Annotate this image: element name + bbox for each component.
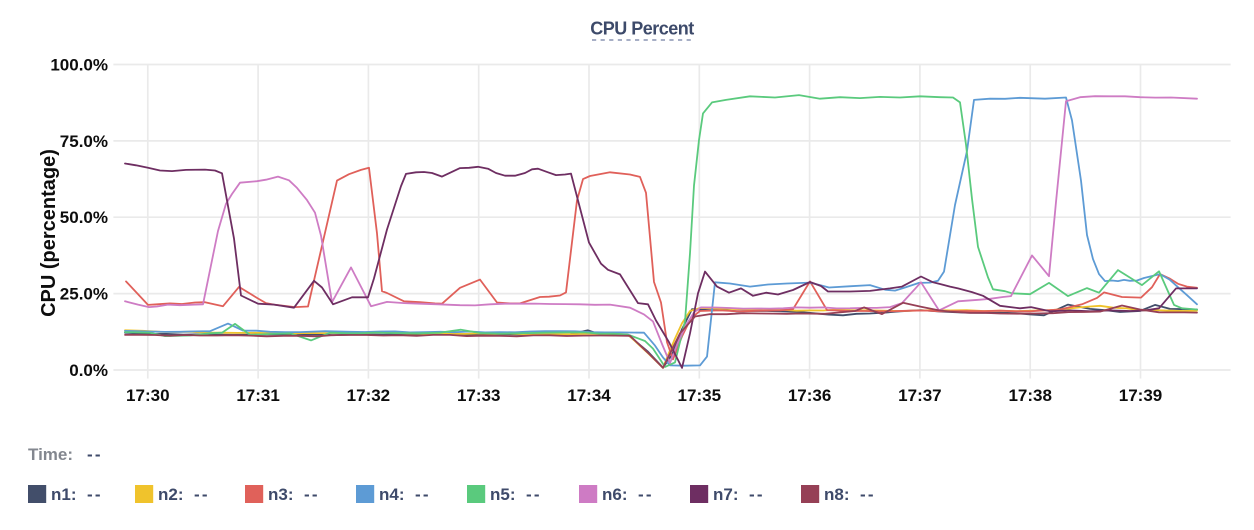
svg-text:n1:: n1: xyxy=(51,485,77,504)
svg-text:0.0%: 0.0% xyxy=(69,361,108,380)
svg-text:--: -- xyxy=(304,485,320,504)
svg-text:17:35: 17:35 xyxy=(678,386,721,405)
svg-text:17:37: 17:37 xyxy=(898,386,941,405)
svg-text:CPU (percentage): CPU (percentage) xyxy=(38,149,60,317)
svg-text:--: -- xyxy=(194,485,210,504)
svg-text:--: -- xyxy=(638,485,654,504)
svg-text:17:34: 17:34 xyxy=(567,386,611,405)
svg-text:n3:: n3: xyxy=(268,485,294,504)
svg-text:--: -- xyxy=(526,485,542,504)
svg-text:17:31: 17:31 xyxy=(236,386,279,405)
svg-text:100.0%: 100.0% xyxy=(50,56,108,75)
svg-text:--: -- xyxy=(87,445,103,464)
svg-text:n6:: n6: xyxy=(602,485,628,504)
svg-text:Time:: Time: xyxy=(28,445,73,464)
svg-text:17:33: 17:33 xyxy=(457,386,500,405)
svg-text:17:36: 17:36 xyxy=(788,386,831,405)
svg-text:--: -- xyxy=(415,485,431,504)
svg-text:75.0%: 75.0% xyxy=(60,132,108,151)
svg-text:17:38: 17:38 xyxy=(1008,386,1051,405)
svg-text:n7:: n7: xyxy=(713,485,739,504)
svg-text:n2:: n2: xyxy=(158,485,184,504)
svg-text:17:39: 17:39 xyxy=(1119,386,1162,405)
svg-text:50.0%: 50.0% xyxy=(60,208,108,227)
svg-text:n4:: n4: xyxy=(379,485,405,504)
svg-text:--: -- xyxy=(87,485,103,504)
svg-text:17:30: 17:30 xyxy=(126,386,169,405)
svg-text:--: -- xyxy=(860,485,876,504)
svg-text:--: -- xyxy=(749,485,765,504)
svg-text:n5:: n5: xyxy=(490,485,516,504)
svg-text:17:32: 17:32 xyxy=(347,386,390,405)
svg-text:n8:: n8: xyxy=(824,485,850,504)
svg-text:25.0%: 25.0% xyxy=(60,285,108,304)
svg-text:CPU Percent: CPU Percent xyxy=(590,19,694,39)
